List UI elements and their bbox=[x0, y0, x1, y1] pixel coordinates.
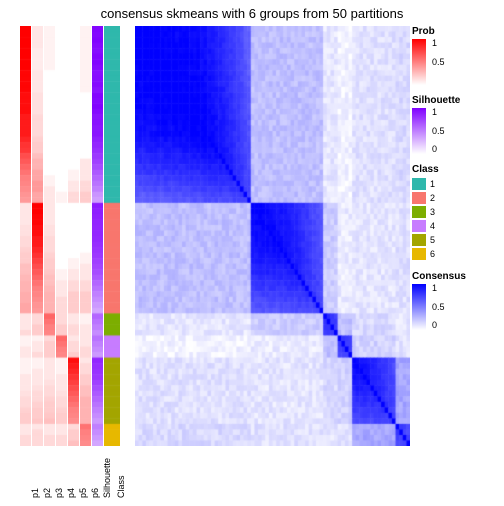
legend-tick: 0.5 bbox=[432, 127, 445, 136]
swatch-label: 3 bbox=[430, 207, 435, 217]
legend-item-1: 1 bbox=[412, 177, 500, 191]
annot-col-p6 bbox=[80, 26, 91, 446]
col-label-Silhouette: Silhouette bbox=[102, 458, 112, 498]
swatch-icon bbox=[412, 234, 426, 246]
swatch-icon bbox=[412, 206, 426, 218]
legend-title: Silhouette bbox=[412, 95, 500, 106]
annot-col-p2 bbox=[32, 26, 43, 446]
annot-col-Class bbox=[104, 26, 120, 446]
swatch-icon bbox=[412, 220, 426, 232]
legend-tick: 0 bbox=[432, 145, 437, 154]
col-label-Class: Class bbox=[116, 475, 126, 498]
consensus-heatmap bbox=[135, 26, 410, 446]
legend-consensus: Consensus 1 0.5 0 bbox=[412, 271, 500, 330]
legend-title: Consensus bbox=[412, 271, 500, 282]
legend-swatches: 1 2 3 4 5 6 bbox=[412, 177, 500, 261]
swatch-label: 2 bbox=[430, 193, 435, 203]
annot-col-p5 bbox=[68, 26, 79, 446]
legend-prob: Prob 1 0.5 bbox=[412, 26, 500, 85]
swatch-icon bbox=[412, 192, 426, 204]
legend-title: Class bbox=[412, 164, 500, 175]
legend-silhouette: Silhouette 1 0.5 0 bbox=[412, 95, 500, 154]
legend-item-2: 2 bbox=[412, 191, 500, 205]
legend-gradient bbox=[412, 284, 426, 330]
swatch-label: 1 bbox=[430, 179, 435, 189]
swatch-label: 6 bbox=[430, 249, 435, 259]
col-label-p1: p1 bbox=[30, 488, 40, 498]
col-label-p5: p5 bbox=[78, 488, 88, 498]
annot-col-Silhouette bbox=[92, 26, 103, 446]
legend-tick: 1 bbox=[432, 39, 437, 48]
legend-tick: 0 bbox=[432, 321, 437, 330]
swatch-label: 4 bbox=[430, 221, 435, 231]
legends: Prob 1 0.5 Silhouette 1 0.5 0 Class 1 2 3 4 5 6 Consen… bbox=[412, 26, 500, 340]
annot-col-p3 bbox=[44, 26, 55, 446]
plot-title: consensus skmeans with 6 groups from 50 … bbox=[0, 6, 504, 21]
legend-class: Class 1 2 3 4 5 6 bbox=[412, 164, 500, 261]
col-label-p4: p4 bbox=[66, 488, 76, 498]
col-label-p6: p6 bbox=[90, 488, 100, 498]
legend-tick: 1 bbox=[432, 108, 437, 117]
swatch-icon bbox=[412, 248, 426, 260]
col-label-p3: p3 bbox=[54, 488, 64, 498]
legend-tick: 0.5 bbox=[432, 303, 445, 312]
legend-item-5: 5 bbox=[412, 233, 500, 247]
legend-gradient bbox=[412, 108, 426, 154]
annotation-columns bbox=[20, 26, 130, 446]
legend-item-4: 4 bbox=[412, 219, 500, 233]
swatch-label: 5 bbox=[430, 235, 435, 245]
annot-col-p1 bbox=[20, 26, 31, 446]
col-label-p2: p2 bbox=[42, 488, 52, 498]
column-labels: p1p2p3p4p5p6Silhouette Class bbox=[20, 446, 130, 506]
plot-area bbox=[20, 26, 410, 446]
legend-gradient bbox=[412, 39, 426, 85]
legend-title: Prob bbox=[412, 26, 500, 37]
legend-tick: 1 bbox=[432, 284, 437, 293]
legend-item-6: 6 bbox=[412, 247, 500, 261]
legend-item-3: 3 bbox=[412, 205, 500, 219]
legend-tick: 0.5 bbox=[432, 58, 445, 67]
swatch-icon bbox=[412, 178, 426, 190]
annot-col-p4 bbox=[56, 26, 67, 446]
